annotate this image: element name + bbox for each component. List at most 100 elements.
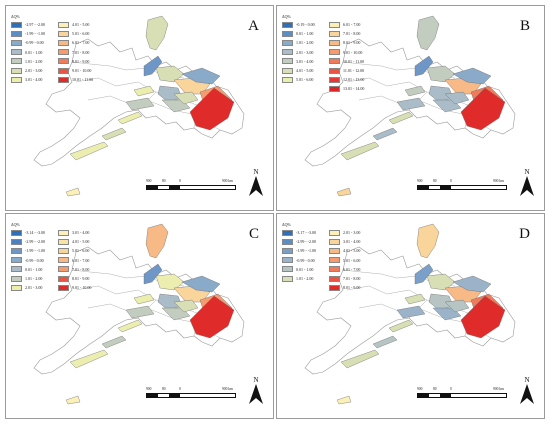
map-canvas — [33, 223, 245, 405]
legend-swatch — [58, 67, 69, 74]
legend-item: -0.99 - 0.00 — [11, 256, 45, 265]
glacier-region — [181, 275, 221, 293]
legend-label: 2.01 - 3.00 — [343, 230, 361, 236]
sub-basin-line — [342, 269, 382, 275]
legend-label: 3.01 - 4.00 — [25, 77, 43, 83]
legend-item: 12.01 - 13.00 — [329, 75, 364, 84]
legend-item: 2.01 - 3.00 — [11, 283, 45, 292]
scale-tick: 900 — [146, 387, 152, 391]
legend-label: 8.01 - 9.00 — [343, 285, 361, 291]
glacier-region — [181, 67, 221, 85]
legend-item: 8.01 - 9.00 — [329, 283, 360, 292]
legend-label: 1.01 - 2.00 — [25, 58, 43, 64]
scale-bar: 900 80 0 900 km — [146, 387, 236, 398]
legend-item: 11.01 - 12.00 — [329, 66, 364, 75]
legend-label: 11.01 - 12.00 — [343, 68, 365, 74]
north-label: N — [253, 376, 259, 384]
scale-bar: 900 80 0 900 km — [146, 179, 236, 190]
legend-swatch — [58, 275, 69, 282]
glacier-region — [404, 293, 426, 305]
panel-letter: D — [519, 226, 530, 242]
glacier-region — [125, 305, 155, 319]
legend-label: -0.19 - 0.00 — [296, 22, 315, 28]
glacier-region — [372, 127, 398, 141]
legend-label: 9.01 - 10.00 — [343, 49, 363, 55]
sub-basin-line — [342, 61, 382, 67]
legend-label: 5.01 - 6.00 — [72, 31, 90, 37]
legend-swatch — [11, 76, 22, 83]
legend-swatch — [58, 247, 69, 254]
legend-item: -3.14 - -3.00 — [11, 228, 45, 237]
legend-swatch — [11, 67, 22, 74]
legend-label: -0.99 - 0.00 — [296, 257, 315, 263]
glacier-region — [388, 319, 414, 333]
glacier-region — [444, 91, 470, 105]
legend-item: 3.01 - 4.00 — [11, 75, 45, 84]
legend-swatch — [329, 67, 340, 74]
legend-item: 1.01 - 2.00 — [11, 274, 45, 283]
legend-item: 5.01 - 6.00 — [58, 29, 93, 38]
legend-swatch — [329, 284, 340, 291]
legend-label: 4.01 - 5.00 — [296, 68, 314, 74]
glacier-region — [336, 395, 352, 405]
north-label: N — [524, 168, 530, 176]
legend-item: 0.01 - 1.00 — [11, 265, 45, 274]
legend-item: 1.01 - 2.00 — [282, 38, 315, 47]
legend-label: 10.01 - 11.00 — [72, 77, 94, 83]
scale-bar-graphic — [417, 393, 507, 398]
glacier-region — [69, 141, 109, 161]
glacier-region — [336, 187, 352, 197]
legend-item: 6.01 - 7.00 — [329, 20, 364, 29]
legend-item: 9.01 - 10.00 — [58, 66, 93, 75]
glacier-region — [372, 335, 398, 349]
legend-item: 4.01 - 5.00 — [329, 246, 360, 255]
north-arrow-icon — [520, 176, 534, 196]
legend-swatch — [282, 257, 293, 264]
legend-swatch — [329, 49, 340, 56]
sub-basin-line — [71, 269, 111, 275]
legend-swatch — [282, 67, 293, 74]
north-arrow: N — [249, 168, 263, 196]
legend-label: 2.01 - 3.00 — [296, 49, 314, 55]
legend-swatch — [329, 229, 340, 236]
glacier-region — [69, 349, 109, 369]
legend-swatch — [58, 257, 69, 264]
legend-item: 8.01 - 9.00 — [58, 274, 91, 283]
legend-label: 3.01 - 4.00 — [343, 239, 361, 245]
north-label: N — [524, 376, 530, 384]
legend-swatch — [329, 39, 340, 46]
legend-swatch — [329, 58, 340, 65]
glacier-region — [452, 67, 492, 85]
legend-item: -1.99 - -1.00 — [11, 29, 45, 38]
legend-label: 6.01 - 7.00 — [343, 266, 361, 272]
scale-tick: 900 km — [493, 387, 504, 391]
legend-label: 7.01 - 8.00 — [72, 266, 90, 272]
legend-label: 2.01 - 3.00 — [25, 68, 43, 74]
legend-swatch — [58, 39, 69, 46]
legend-column-2: 2.01 - 3.00 3.01 - 4.00 4.01 - 5.00 5.01 - … — [329, 228, 360, 292]
legend-item: 9.01 - 10.00 — [58, 283, 91, 292]
legend-label: -1.99 - -1.00 — [296, 248, 316, 254]
legend-swatch — [11, 266, 22, 273]
glacier-region — [173, 299, 199, 313]
legend-item: -0.99 - 0.00 — [282, 256, 316, 265]
legend-column-1: -2.97 - -2.00 -1.99 - -1.00 -0.99 - 0.00 0.… — [11, 20, 45, 84]
legend-swatch — [329, 257, 340, 264]
legend-label: 2.01 - 3.00 — [25, 285, 43, 291]
glacier-region — [65, 187, 81, 197]
legend-swatch — [58, 284, 69, 291]
legend-item: -0.19 - 0.00 — [282, 20, 315, 29]
map-canvas — [304, 15, 516, 197]
scale-bar: 900 80 0 900 km — [417, 179, 507, 190]
legend-label: 3.01 - 4.00 — [72, 230, 90, 236]
legend-item: -3.17 - -3.00 — [282, 228, 316, 237]
legend-item: 3.01 - 4.00 — [282, 57, 315, 66]
legend-label: 7.01 - 8.00 — [72, 49, 90, 55]
glacier-region — [189, 295, 235, 339]
legend-label: 1.01 - 2.00 — [25, 276, 43, 282]
legend-label: 0.01 - 1.00 — [296, 31, 314, 37]
legend-label: 0.01 - 1.00 — [25, 266, 43, 272]
glacier-region — [416, 15, 440, 51]
glacier-region — [125, 97, 155, 111]
legend-swatch — [11, 49, 22, 56]
